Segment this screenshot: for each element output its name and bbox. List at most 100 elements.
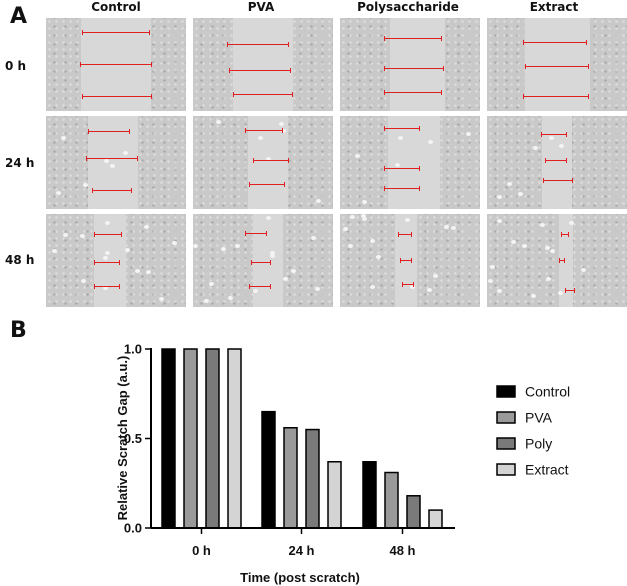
cell-spot — [146, 270, 151, 274]
cell-spot — [550, 249, 555, 253]
cell-spot — [559, 144, 564, 148]
row-label-48h: 48 h — [5, 253, 35, 267]
gap-measurement-line — [400, 258, 412, 263]
gap-measurement-line — [525, 64, 589, 69]
gap-measurement-line — [249, 284, 271, 289]
cell-spot — [61, 136, 66, 140]
gap-measurement-line — [245, 128, 283, 133]
cell-spot — [545, 246, 550, 250]
gap-measurement-line — [94, 260, 120, 265]
cell-spot — [410, 285, 415, 289]
gap-measurement-line — [565, 288, 575, 293]
gap-measurement-line — [384, 126, 420, 131]
cell-spot — [204, 299, 209, 303]
cell-spot — [546, 277, 551, 281]
gap-measurement-line — [384, 166, 420, 171]
micrograph-tile — [340, 18, 480, 111]
cell-spot — [235, 244, 240, 248]
bar-pva-0 — [183, 348, 198, 529]
cell-spot — [135, 269, 140, 273]
micrograph-tile — [340, 214, 480, 307]
cell-spot — [110, 164, 115, 168]
cell-spot — [80, 234, 85, 238]
panel-a-letter: A — [10, 4, 28, 29]
cell-spot — [63, 233, 68, 237]
cell-spot — [497, 289, 502, 293]
cell-spot — [531, 294, 536, 298]
cell-spot — [270, 251, 275, 255]
bar-poly-1 — [305, 428, 320, 529]
gap-measurement-line — [559, 258, 565, 263]
row-label-24h: 24 h — [5, 156, 35, 170]
cell-spot — [258, 136, 263, 140]
cell-spot — [558, 291, 563, 295]
micrograph-tile — [193, 214, 333, 307]
scratch-gap-area — [559, 214, 573, 307]
gap-measurement-line — [253, 158, 289, 163]
cell-spot — [105, 221, 110, 225]
legend-swatch-pva — [496, 411, 516, 424]
y-tick-label: 0.0 — [124, 521, 142, 536]
bar-extract-0 — [227, 348, 242, 529]
cell-spot — [395, 163, 400, 167]
gap-measurement-line — [561, 232, 569, 237]
scratch-gap-area — [253, 214, 283, 307]
cell-spot — [209, 282, 214, 286]
bar-control-1 — [261, 410, 276, 529]
micrograph-tile — [46, 116, 186, 209]
cell-spot — [125, 248, 130, 252]
cell-spot — [123, 151, 128, 155]
legend-swatch-extract — [496, 463, 516, 476]
cell-spot — [281, 129, 286, 133]
bar-control-2 — [362, 461, 377, 529]
cell-spot — [507, 182, 512, 186]
cell-spot — [216, 120, 221, 124]
gap-measurement-line — [523, 40, 587, 45]
bar-poly-0 — [205, 348, 220, 529]
legend-swatch-poly — [496, 437, 516, 450]
cell-spot — [497, 195, 502, 199]
cell-spot — [270, 254, 275, 258]
cell-spot — [522, 244, 527, 248]
legend-label-poly: Poly — [525, 436, 552, 452]
cell-spot — [427, 288, 432, 292]
cell-spot — [311, 236, 316, 240]
cell-spot — [497, 219, 502, 223]
scratch-gap-area — [542, 116, 572, 209]
cell-spot — [540, 223, 545, 227]
x-tick-label: 24 h — [288, 543, 314, 558]
x-tick-label: 0 h — [192, 543, 211, 558]
gap-measurement-line — [86, 156, 138, 161]
micrograph-tile — [193, 18, 333, 111]
cell-spot — [83, 183, 88, 187]
gap-measurement-line — [94, 232, 122, 237]
scratch-gap-area — [390, 18, 445, 111]
column-label-extract: Extract — [529, 0, 579, 14]
cell-spot — [105, 251, 110, 255]
cell-spot — [159, 297, 164, 301]
micrograph-tile — [193, 116, 333, 209]
bar-extract-1 — [327, 461, 342, 529]
gap-measurement-line — [233, 92, 293, 97]
cell-spot — [466, 132, 471, 136]
micrograph-tile — [487, 214, 627, 307]
micrograph-tile — [487, 116, 627, 209]
y-axis-title: Relative Scratch Gap (a.u.) — [115, 356, 130, 521]
bar-poly-2 — [406, 495, 421, 529]
bar-pva-1 — [283, 427, 298, 529]
gap-measurement-line — [543, 178, 573, 183]
gap-measurement-line — [88, 129, 130, 134]
scratch-gap-area — [525, 18, 590, 111]
cell-spot — [144, 225, 149, 229]
gap-measurement-line — [545, 158, 567, 163]
bar-extract-2 — [428, 509, 443, 529]
legend-label-pva: PVA — [525, 410, 553, 426]
cell-spot — [376, 255, 381, 259]
gap-measurement-line — [92, 188, 132, 193]
cell-spot — [405, 218, 410, 222]
panel-b-letter: B — [10, 318, 27, 343]
cell-spot — [266, 157, 271, 161]
x-axis-title: Time (post scratch) — [240, 570, 360, 585]
gap-measurement-line — [541, 132, 567, 137]
gap-measurement-line — [80, 62, 152, 67]
